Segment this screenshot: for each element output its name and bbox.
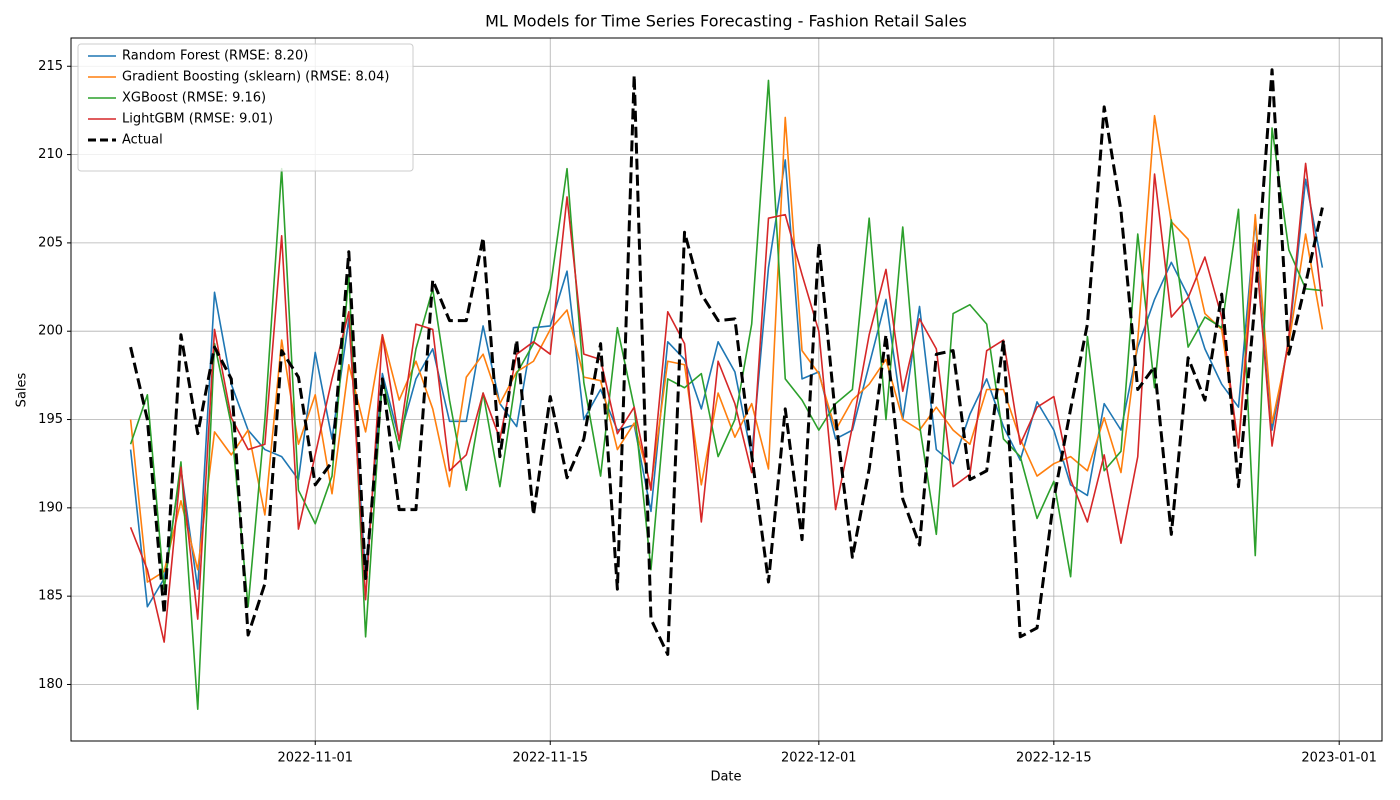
x-axis-label: Date (710, 770, 741, 785)
legend-box (77, 43, 414, 172)
y-tick-label: 180 (38, 677, 63, 692)
series-line (129, 68, 1324, 656)
legend-label: LightGBM (RMSE: 9.01) (122, 112, 273, 127)
x-tick-label: 2022-11-01 (277, 751, 353, 766)
legend-label: Random Forest (RMSE: 8.20) (122, 49, 308, 64)
y-tick-label: 210 (38, 147, 63, 162)
series-line (129, 114, 1324, 583)
x-tick-label: 2022-11-15 (512, 751, 588, 766)
y-tick-label: 185 (38, 589, 63, 604)
legend-label: Gradient Boosting (sklearn) (RMSE: 8.04) (122, 70, 389, 85)
legend-label: XGBoost (RMSE: 9.16) (122, 91, 266, 106)
series-line (129, 79, 1323, 711)
series-line (129, 162, 1324, 643)
y-axis-label: Sales (15, 372, 30, 407)
y-tick-label: 195 (38, 412, 63, 427)
x-tick-label: 2023-01-01 (1301, 751, 1377, 766)
plot-frame (70, 37, 1383, 742)
y-tick-label: 215 (38, 59, 63, 74)
legend-label: Actual (122, 133, 163, 148)
x-tick-label: 2022-12-15 (1016, 751, 1092, 766)
chart-title: ML Models for Time Series Forecasting - … (485, 12, 967, 31)
y-tick-label: 205 (38, 235, 63, 250)
y-tick-label: 190 (38, 500, 63, 515)
x-tick-label: 2022-12-01 (781, 751, 857, 766)
y-tick-label: 200 (38, 324, 63, 339)
